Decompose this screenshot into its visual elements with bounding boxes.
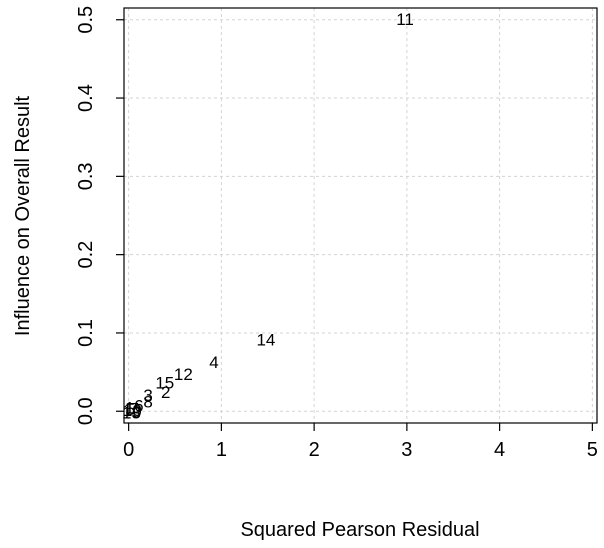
data-point-label: 3 (143, 386, 152, 405)
data-point-label: 2 (161, 383, 170, 402)
y-tick-label: 0.4 (75, 84, 97, 112)
y-tick-label: 0.3 (75, 162, 97, 190)
y-axis-title: Influence on Overall Result (12, 96, 34, 337)
x-axis: 0 1 2 3 4 5 (123, 423, 598, 461)
x-tick-label: 1 (216, 439, 227, 461)
y-axis: 0.0 0.1 0.2 0.3 0.4 0.5 (75, 6, 124, 425)
y-tick-label: 0.1 (75, 319, 97, 347)
data-point-label: 13 (122, 403, 141, 422)
data-point-label: 4 (209, 353, 218, 372)
y-tick-label: 0.2 (75, 241, 97, 269)
data-point-label: 7 (129, 399, 138, 418)
data-point-label: 15 (155, 374, 174, 393)
y-tick-label: 0.5 (75, 6, 97, 34)
x-tick-label: 2 (309, 439, 320, 461)
data-point-label: 9 (132, 403, 141, 422)
x-tick-label: 3 (401, 439, 412, 461)
x-axis-title: Squared Pearson Residual (240, 519, 479, 541)
grid (124, 8, 597, 423)
data-point-label: 11 (396, 10, 414, 29)
data-point-label: 12 (174, 365, 193, 384)
data-point-label: 10 (123, 401, 142, 420)
plot-area (123, 7, 598, 424)
data-point-label: 1 (125, 399, 134, 418)
data-point-label: 6 (134, 396, 143, 415)
y-tick-label: 0.0 (75, 397, 97, 425)
data-point-label: 14 (256, 331, 275, 350)
x-tick-label: 0 (123, 439, 134, 461)
data-point-label: 5 (126, 400, 135, 419)
x-tick-label: 5 (587, 439, 598, 461)
data-point-label: 8 (143, 392, 152, 411)
x-tick-label: 4 (494, 439, 505, 461)
